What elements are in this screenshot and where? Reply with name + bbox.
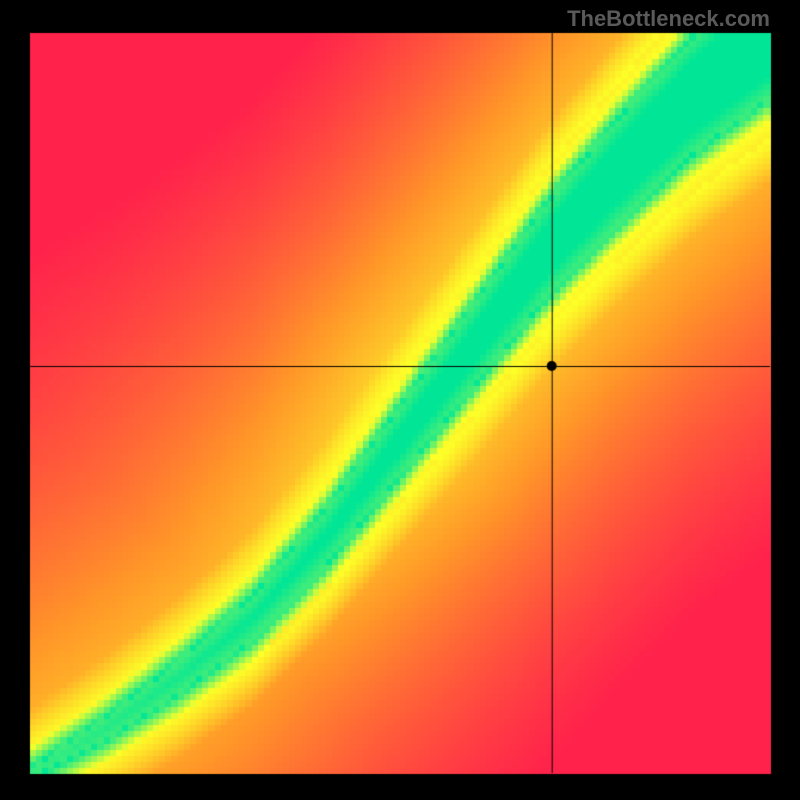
overlay-canvas bbox=[0, 0, 800, 800]
chart-container: TheBottleneck.com bbox=[0, 0, 800, 800]
watermark-text: TheBottleneck.com bbox=[567, 6, 770, 32]
